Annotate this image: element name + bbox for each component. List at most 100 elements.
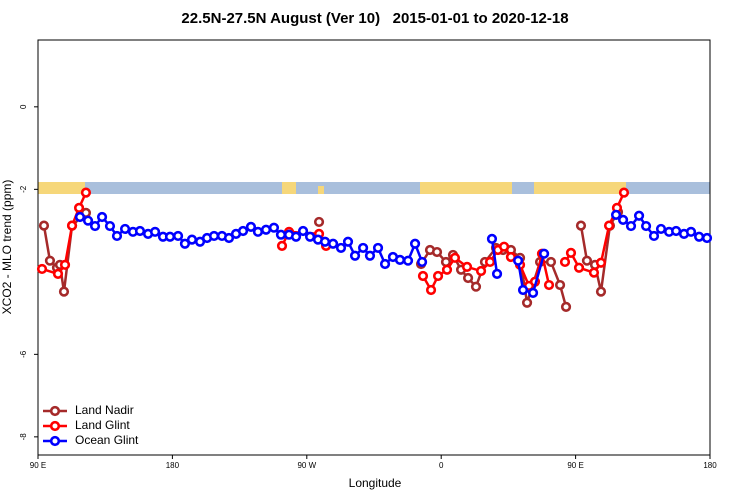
- data-point: [111, 230, 123, 242]
- data-point: [335, 242, 347, 254]
- y-tick-label: 0: [19, 104, 28, 109]
- data-point: [276, 240, 288, 251]
- data-point: [394, 254, 406, 265]
- x-tick-label: 180: [166, 461, 180, 470]
- data-point: [595, 286, 607, 297]
- data-point: [372, 242, 384, 254]
- legend-label: Land Nadir: [75, 403, 134, 417]
- data-point: [357, 242, 369, 254]
- data-point: [223, 232, 235, 244]
- data-point: [237, 225, 249, 237]
- data-point: [617, 214, 629, 225]
- x-tick-label: 180: [703, 461, 717, 470]
- data-point: [417, 270, 429, 282]
- x-tick-label: 0: [439, 461, 444, 470]
- data-point: [179, 238, 191, 249]
- data-point: [119, 223, 131, 235]
- data-point: [172, 230, 184, 242]
- data-point: [693, 231, 705, 242]
- y-axis-label: XCO2 - MLO trend (ppm): [0, 180, 14, 315]
- data-point: [74, 211, 86, 223]
- data-point: [475, 265, 487, 277]
- data-point: [470, 281, 482, 292]
- land-strip: [420, 182, 512, 194]
- data-point: [618, 187, 630, 198]
- data-point: [565, 247, 577, 258]
- data-point: [260, 224, 272, 235]
- data-point: [379, 258, 391, 270]
- data-point: [186, 234, 198, 245]
- data-point: [573, 262, 585, 273]
- data-point: [73, 202, 85, 213]
- legend-marker: [49, 435, 61, 447]
- plot-frame: [37, 39, 711, 456]
- data-point: [416, 256, 428, 268]
- land-strip: [318, 186, 324, 194]
- data-point: [498, 241, 510, 252]
- legend-label: Land Glint: [75, 418, 130, 432]
- data-point: [297, 225, 309, 237]
- data-point: [59, 259, 71, 270]
- map-strip: [38, 182, 710, 194]
- data-point: [80, 187, 92, 198]
- data-point: [610, 209, 622, 221]
- data-point: [275, 229, 287, 240]
- land-strip: [534, 182, 626, 194]
- data-point: [38, 220, 50, 231]
- data-point: [402, 255, 414, 266]
- data-point: [432, 270, 444, 282]
- data-point: [685, 226, 697, 237]
- y-tick-label: -2: [19, 185, 28, 193]
- legend-marker: [49, 420, 61, 432]
- x-tick-label: 90 E: [30, 461, 46, 470]
- data-point: [327, 238, 339, 249]
- data-point: [313, 216, 325, 228]
- data-point: [633, 210, 645, 221]
- data-point: [349, 250, 361, 261]
- data-point: [625, 220, 637, 232]
- data-point: [319, 236, 331, 247]
- data-point: [671, 225, 682, 237]
- data-point: [655, 223, 667, 235]
- data-point: [409, 238, 421, 249]
- data-point: [554, 279, 566, 291]
- data-point: [36, 263, 48, 275]
- data-point: [486, 233, 498, 244]
- x-axis-label: Longitude: [349, 476, 402, 490]
- data-point: [440, 256, 452, 268]
- x-tick-label: 90 W: [297, 461, 316, 470]
- data-point: [461, 261, 473, 272]
- data-point: [701, 232, 713, 244]
- x-tick-label: 90 E: [567, 461, 583, 470]
- y-tick-label: -6: [19, 350, 28, 358]
- data-point: [342, 236, 354, 247]
- data-point: [462, 272, 474, 284]
- data-point: [521, 297, 533, 308]
- data-point: [575, 220, 587, 231]
- data-point: [648, 230, 660, 242]
- data-point: [517, 284, 529, 296]
- data-point: [58, 286, 70, 297]
- data-point: [164, 231, 176, 242]
- legend-label: Ocean Glint: [75, 433, 139, 447]
- data-point: [104, 220, 116, 232]
- data-point: [208, 230, 220, 242]
- data-point: [364, 250, 376, 261]
- data-point: [52, 268, 64, 280]
- data-point: [441, 264, 453, 275]
- data-point: [527, 287, 539, 298]
- data-point: [268, 222, 280, 233]
- data-point: [603, 220, 615, 231]
- data-point: [560, 301, 572, 313]
- data-point: [581, 255, 593, 266]
- data-point: [66, 220, 78, 231]
- data-point: [513, 255, 524, 266]
- data-point: [543, 279, 555, 291]
- data-point: [640, 220, 652, 232]
- data-point: [96, 211, 108, 223]
- data-point: [595, 257, 607, 268]
- data-point: [252, 226, 264, 237]
- legend-marker: [49, 405, 61, 417]
